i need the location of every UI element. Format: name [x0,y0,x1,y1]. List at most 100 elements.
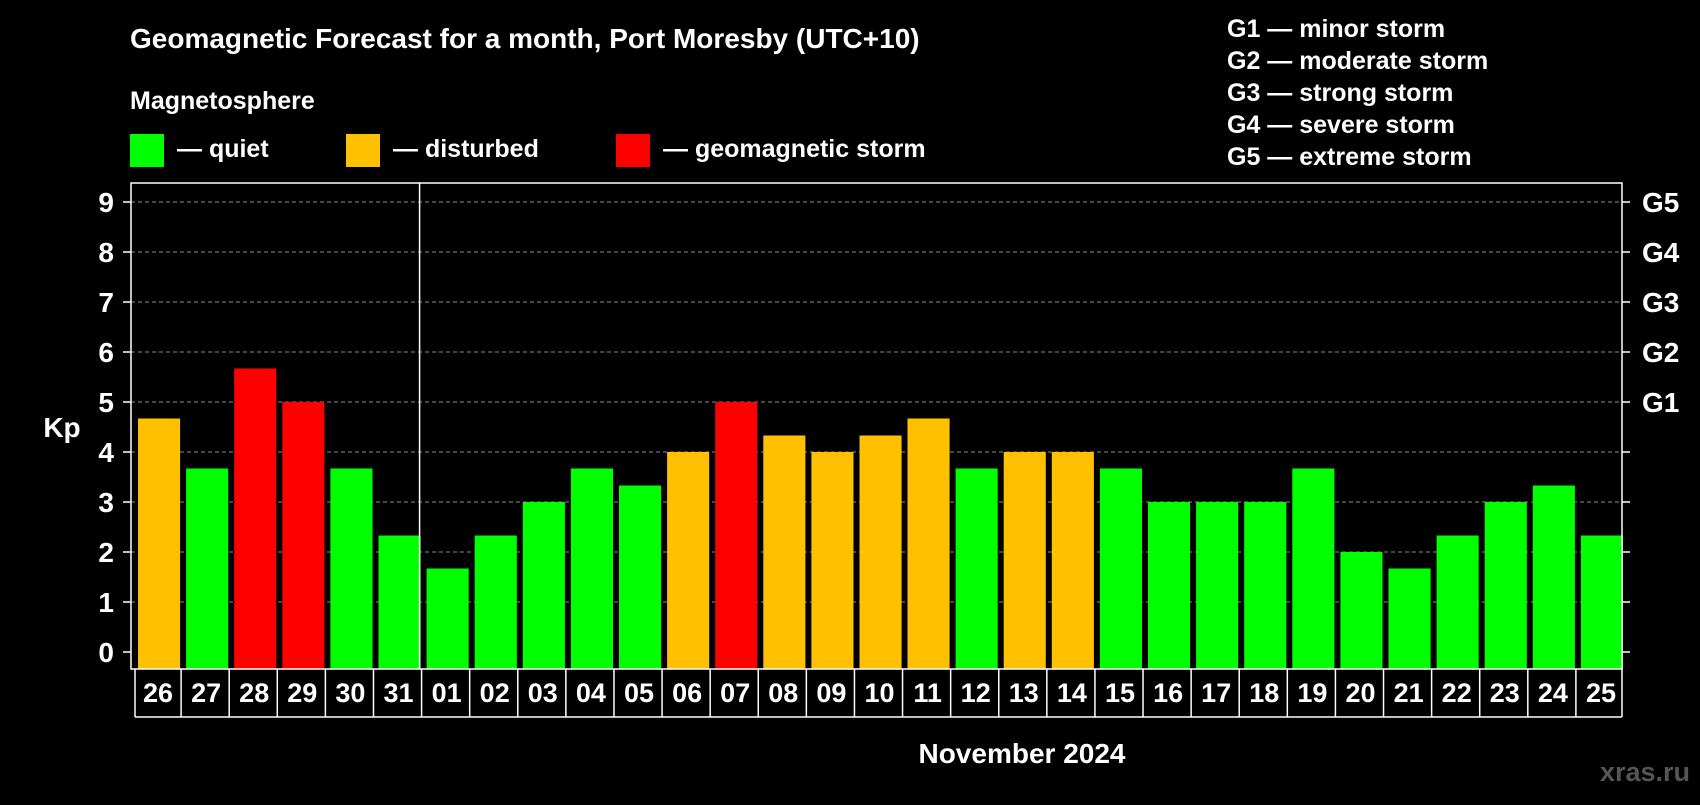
bars [138,368,1623,669]
g-scale-item: G1 — minor storm [1227,15,1445,43]
g-scale-item: G4 — severe storm [1227,111,1455,139]
g-scale-item: G2 — moderate storm [1227,47,1488,75]
x-tick-label: 23 [1490,678,1520,708]
y-tick-label: 8 [98,237,114,268]
x-tick-label: 16 [1153,678,1183,708]
kp-bar [1051,452,1094,669]
kp-bar [522,502,565,669]
kp-bar [474,535,517,669]
y-axis-ticks: 0 1 2 3 4 5 6 7 8 9 [98,187,131,668]
y-tick-label: 7 [98,287,114,318]
right-axis-ticks: G1 G2 G3 G4 G5 [1622,187,1680,653]
kp-bar [715,402,758,669]
legend-swatch [130,134,164,167]
x-tick-label: 10 [864,678,894,708]
legend: — quiet — disturbed — geomagnetic storm [130,134,926,167]
x-tick-label: 02 [480,678,510,708]
x-tick-label: 13 [1009,678,1039,708]
x-tick-label: 09 [816,678,846,708]
x-axis-label: November 2024 [918,738,1125,769]
kp-bar [1388,568,1431,669]
plot-border [130,182,1623,670]
kp-bar [955,468,998,669]
kp-bar [1532,485,1575,669]
legend-label: — geomagnetic storm [663,135,926,163]
g-level-label: G4 [1642,237,1680,268]
x-tick-label: 27 [191,678,221,708]
x-tick-label: 31 [383,678,413,708]
kp-bar [907,418,950,669]
y-axis-label: Kp [43,412,80,443]
kp-bar [1580,535,1623,669]
x-tick-label: 12 [961,678,991,708]
x-tick-label: 06 [672,678,702,708]
kp-bar [1436,535,1479,669]
x-tick-label: 21 [1394,678,1424,708]
plot-frame [130,182,1623,670]
y-tick-label: 1 [98,587,114,618]
x-tick-label: 25 [1586,678,1616,708]
x-tick-label: 03 [528,678,558,708]
g-level-label: G1 [1642,387,1679,418]
x-tick-label: 01 [432,678,462,708]
x-tick-label: 20 [1345,678,1375,708]
x-tick-label: 22 [1442,678,1472,708]
x-tick-label: 15 [1105,678,1135,708]
y-tick-label: 2 [98,537,114,568]
legend-swatch [616,134,650,167]
g-level-label: G5 [1642,187,1679,218]
chart-title: Geomagnetic Forecast for a month, Port M… [130,23,920,54]
kp-bar [330,468,373,669]
x-tick-label: 18 [1249,678,1279,708]
x-tick-label: 14 [1057,678,1087,708]
kp-bar [1003,452,1046,669]
kp-bar [1340,552,1383,669]
x-tick-label: 08 [768,678,798,708]
x-tick-label: 28 [239,678,269,708]
legend-heading: Magnetosphere [130,87,315,115]
x-tick-label: 05 [624,678,654,708]
g-scale-list: G1 — minor storm G2 — moderate storm G3 — … [1227,15,1488,171]
kp-bar [186,468,229,669]
x-tick-label: 30 [335,678,365,708]
kp-bar [763,435,806,669]
legend-label: — quiet [177,135,269,163]
kp-bar [1196,502,1239,669]
x-tick-label: 26 [143,678,173,708]
kp-bar [667,452,710,669]
x-tick-label: 04 [576,678,606,708]
kp-bar [282,402,325,669]
watermark: xras.ru [1600,757,1690,787]
kp-bar [1099,468,1142,669]
y-tick-label: 9 [98,187,114,218]
kp-bar [378,535,421,669]
g-level-label: G3 [1642,287,1679,318]
kp-bar [619,485,662,669]
kp-bar [1292,468,1335,669]
kp-bar [234,368,277,669]
kp-bar [1244,502,1287,669]
y-tick-label: 6 [98,337,114,368]
kp-bar [811,452,854,669]
x-tick-label: 29 [287,678,317,708]
kp-bar [1148,502,1191,669]
legend-swatch [346,134,380,167]
y-tick-label: 3 [98,487,114,518]
g-level-label: G2 [1642,337,1679,368]
kp-bar [426,568,469,669]
x-tick-label: 17 [1201,678,1231,708]
y-tick-label: 0 [98,637,114,668]
y-tick-label: 5 [98,387,114,418]
kp-bar [570,468,613,669]
x-tick-label: 11 [913,678,942,708]
x-axis-day-cells: 26 27 28 29 30 31 01 02 03 04 05 06 07 08 09 10 11 12 13 14… [134,669,1623,718]
y-tick-label: 4 [98,437,114,468]
x-tick-label: 24 [1538,678,1568,708]
x-tick-label: 19 [1297,678,1327,708]
kp-bar [859,435,902,669]
legend-label: — disturbed [393,135,539,163]
kp-bar [138,418,181,669]
g-scale-item: G5 — extreme storm [1227,143,1472,171]
x-tick-label: 07 [720,678,750,708]
